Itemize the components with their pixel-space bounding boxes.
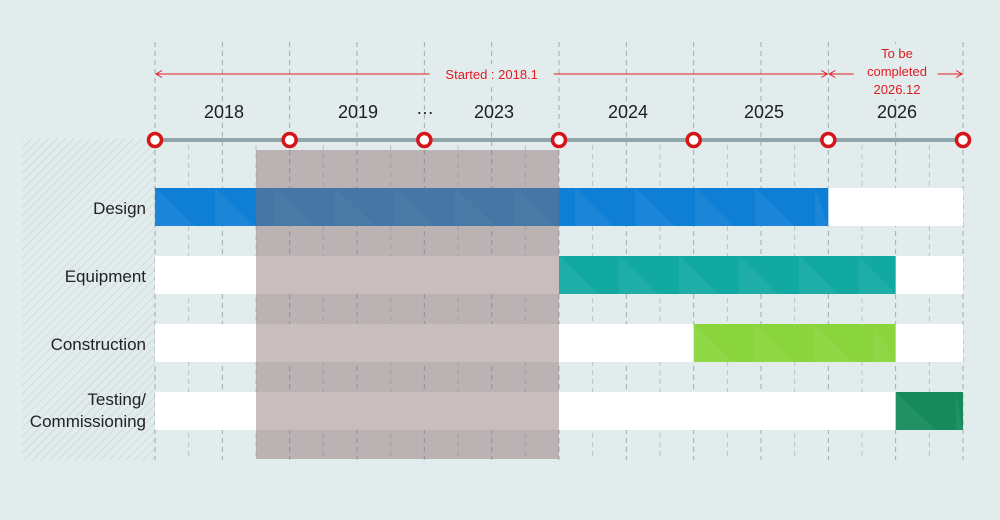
timeline-marker bbox=[954, 131, 972, 149]
year-label-2024: 2024 bbox=[608, 102, 648, 122]
completion-label-line-2: completed bbox=[867, 64, 927, 79]
task-bar-facet bbox=[799, 256, 839, 294]
task-label-testing-line-1: Testing/ bbox=[87, 390, 146, 409]
task-bar-facet bbox=[815, 188, 829, 226]
task-bar-facet bbox=[895, 392, 936, 430]
year-label-2023: 2023 bbox=[474, 102, 514, 122]
task-bar-facet bbox=[455, 188, 495, 226]
row-track bbox=[155, 392, 963, 430]
task-bar-facet bbox=[335, 188, 375, 226]
task-bar-facet bbox=[755, 188, 795, 226]
task-bar bbox=[559, 256, 896, 294]
task-bar bbox=[693, 324, 896, 362]
year-label-2018: 2018 bbox=[204, 102, 244, 122]
task-bar-facet bbox=[395, 188, 435, 226]
timeline-marker bbox=[820, 131, 837, 149]
started-label: Started : 2018.1 bbox=[445, 67, 538, 82]
task-bar-facet bbox=[739, 256, 779, 294]
year-label-ellipsis: … bbox=[416, 98, 434, 118]
completion-label-bg bbox=[853, 44, 938, 99]
task-bar-facet bbox=[155, 188, 195, 226]
task-label-design: Design bbox=[93, 199, 146, 218]
task-bar-facet bbox=[695, 188, 735, 226]
task-bar-facet bbox=[955, 392, 963, 430]
year-label-2026: 2026 bbox=[877, 102, 917, 122]
task-bar-facet bbox=[619, 256, 659, 294]
year-label-2019: 2019 bbox=[338, 102, 378, 122]
label-area-hatch bbox=[22, 138, 156, 460]
task-bar-facet bbox=[813, 324, 854, 362]
started-label-bg bbox=[429, 64, 554, 84]
timeline-marker bbox=[685, 131, 702, 149]
timeline-marker bbox=[146, 131, 164, 149]
task-bar-facet bbox=[693, 324, 734, 362]
year-label-2025: 2025 bbox=[744, 102, 784, 122]
elapsed-period-overlay bbox=[256, 150, 559, 459]
completion-label-line-3: 2026.12 bbox=[874, 82, 921, 97]
task-bar-facet bbox=[635, 188, 675, 226]
task-label-construction: Construction bbox=[51, 335, 146, 354]
task-bars bbox=[155, 188, 963, 430]
task-bar-facet bbox=[859, 256, 896, 294]
timeline-marker bbox=[281, 131, 298, 149]
task-bar-facet bbox=[575, 188, 615, 226]
task-label-testing-line-2: Commissioning bbox=[30, 412, 146, 431]
timeline-marker bbox=[416, 131, 433, 149]
task-bar-facet bbox=[275, 188, 315, 226]
completion-label-line-1: To be bbox=[881, 46, 913, 61]
task-bar bbox=[155, 188, 829, 226]
task-bar-facet bbox=[215, 188, 255, 226]
task-label-equipment: Equipment bbox=[65, 267, 147, 286]
timeline-marker bbox=[550, 131, 568, 149]
task-bar-facet bbox=[753, 324, 794, 362]
task-bar-facet bbox=[515, 188, 555, 226]
task-bar-facet bbox=[559, 256, 599, 294]
task-bar-facet bbox=[679, 256, 719, 294]
task-bar bbox=[895, 392, 963, 430]
timeline-markers bbox=[146, 131, 972, 149]
task-bar-facet bbox=[873, 324, 896, 362]
